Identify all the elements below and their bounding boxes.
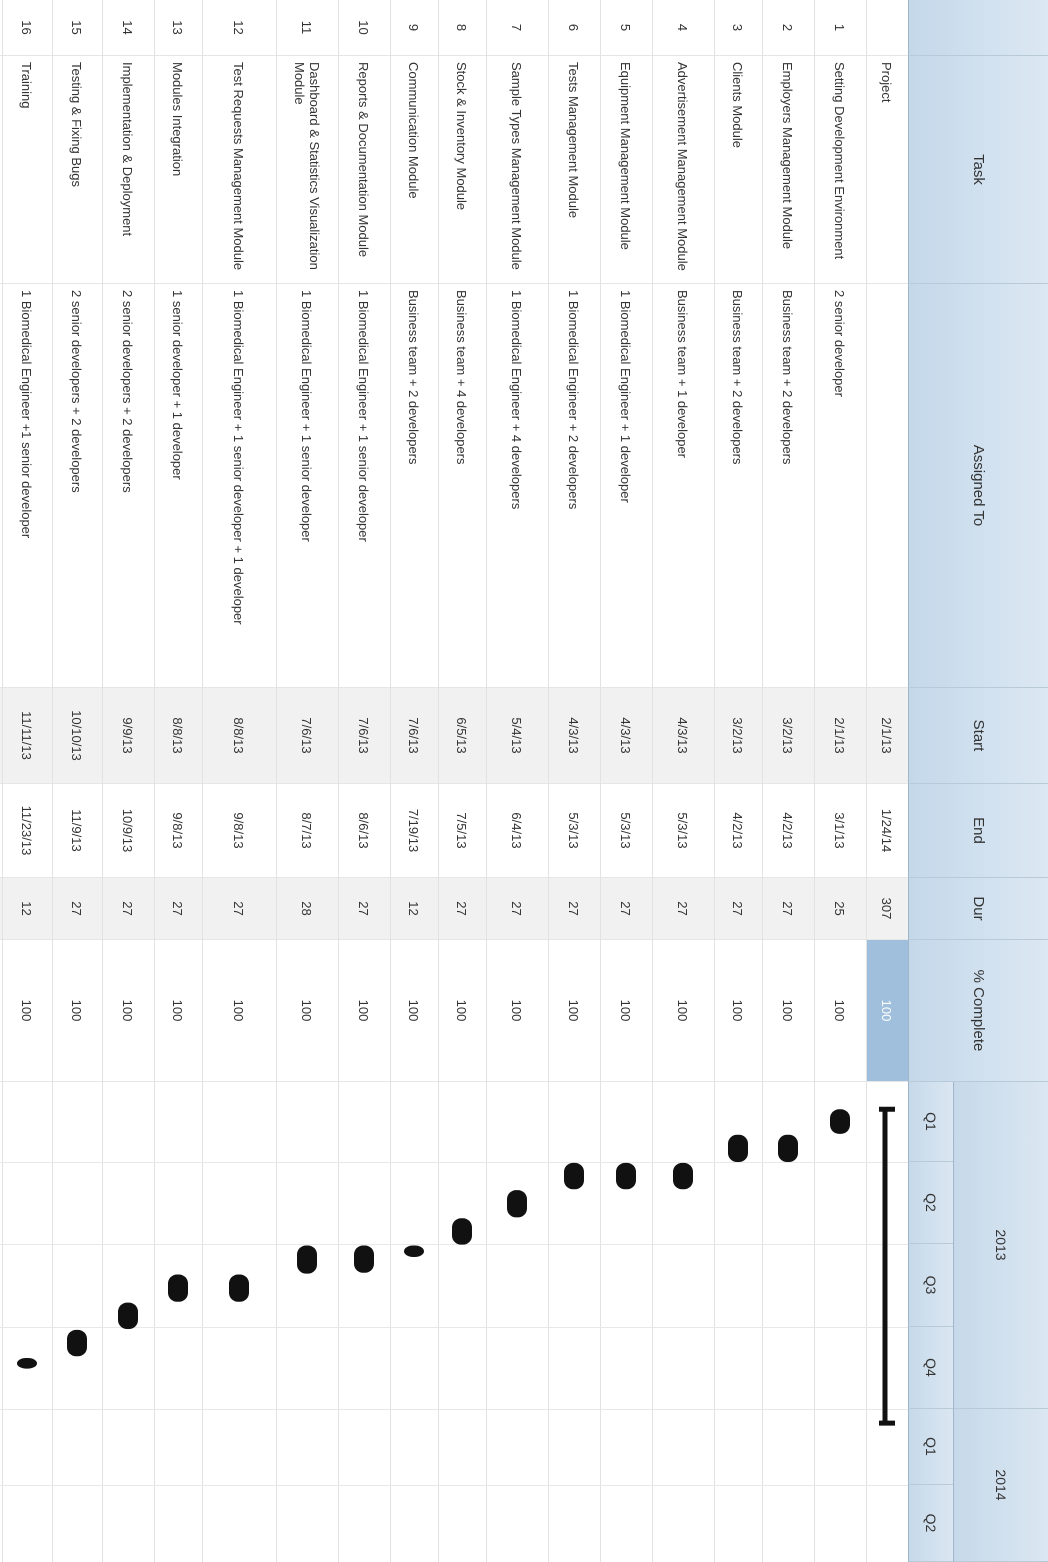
task-bar[interactable] [67,1329,87,1357]
start-column-header[interactable]: Start [908,688,1048,784]
gantt-bars [17,1106,895,1426]
pct-header-label: % Complete [970,969,987,1052]
assigned-column-header[interactable]: Assigned To [908,284,1048,688]
task-bar[interactable] [830,1109,850,1134]
task-bar[interactable] [564,1162,584,1190]
task-bar[interactable] [778,1134,798,1162]
timeline-year-2013: 2013 [953,1082,1048,1409]
dur-header-label: Dur [970,896,987,921]
task-column-header[interactable]: Task [908,56,1048,284]
task-bar[interactable] [118,1302,138,1330]
task-bar[interactable] [229,1274,249,1302]
end-header-label: End [970,817,987,844]
quarter-label: Q3 [923,1275,939,1295]
quarter-label: Q1 [923,1437,939,1456]
timeline-quarter: Q1 [908,1082,953,1162]
summary-bar[interactable] [879,1106,895,1426]
timeline-year-2014: 2014 [953,1409,1048,1562]
timeline-quarter: Q4 [908,1327,953,1409]
task-header-label: Task [970,154,987,185]
timeline-quarter: Q2 [908,1162,953,1244]
year-label: 2013 [993,1229,1009,1261]
task-bar[interactable] [354,1245,374,1273]
task-bar[interactable] [168,1274,188,1302]
year-label: 2014 [993,1469,1009,1501]
timeline-quarter: Q3 [908,1244,953,1327]
task-bar[interactable] [507,1190,527,1218]
quarter-label: Q2 [923,1193,939,1212]
quarter-label: Q1 [923,1112,939,1131]
timeline-quarter: Q1 [908,1409,953,1485]
timeline-quarter: Q2 [908,1485,953,1562]
task-bar[interactable] [297,1245,317,1274]
task-bar[interactable] [616,1162,636,1190]
assigned-header-label: Assigned To [970,444,987,527]
row-number-header [908,0,1048,56]
task-bar[interactable] [673,1162,693,1190]
start-header-label: Start [970,719,987,752]
quarter-label: Q2 [923,1513,939,1533]
dur-column-header[interactable]: Dur [908,878,1048,940]
task-bar[interactable] [452,1218,472,1245]
quarter-label: Q4 [923,1358,939,1377]
pct-column-header[interactable]: % Complete [908,940,1048,1082]
task-bar[interactable] [404,1245,424,1257]
task-bar[interactable] [17,1358,37,1369]
task-bar[interactable] [728,1134,748,1162]
end-column-header[interactable]: End [908,784,1048,878]
